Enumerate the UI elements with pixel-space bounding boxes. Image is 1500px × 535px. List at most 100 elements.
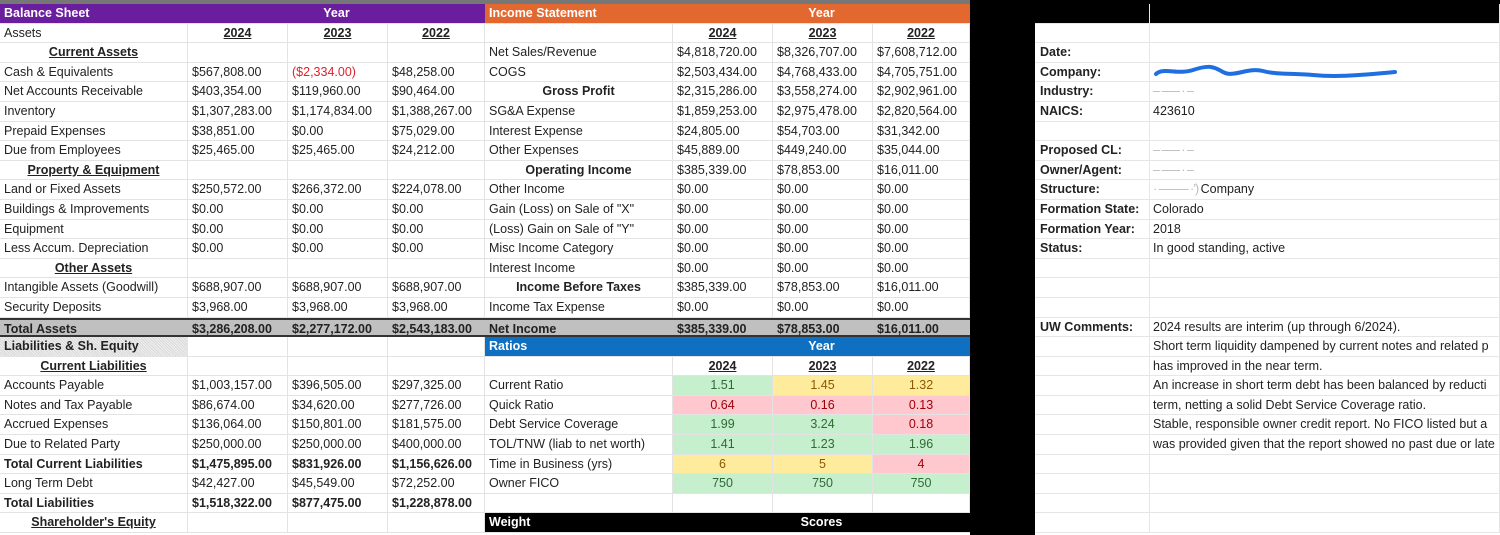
info-value[interactable] [1150, 474, 1500, 493]
cell-value[interactable]: $250,572.00 [188, 180, 288, 199]
cell-value[interactable]: $2,975,478.00 [773, 101, 873, 121]
cell-value[interactable]: $396,505.00 [288, 376, 388, 395]
cell-value[interactable]: $45,889.00 [673, 141, 773, 160]
cell-value[interactable] [288, 43, 388, 62]
cell-value[interactable]: $181,575.00 [388, 415, 485, 435]
cell-value[interactable]: $385,339.00 [673, 278, 773, 297]
cell-value[interactable]: $78,853.00 [773, 319, 873, 336]
cell-value[interactable]: $3,558,274.00 [773, 82, 873, 101]
cell-value[interactable]: $297,325.00 [388, 376, 485, 395]
section-title[interactable]: Income Statement [489, 6, 597, 20]
cell-value[interactable]: $16,011.00 [873, 319, 970, 336]
cell-value[interactable]: $3,968.00 [388, 297, 485, 317]
cell-value[interactable]: $25,465.00 [188, 141, 288, 160]
cell-value[interactable] [388, 258, 485, 278]
ratio-value[interactable]: 750 [673, 474, 773, 493]
cell-value[interactable]: $0.00 [873, 297, 970, 317]
cell-value[interactable]: $1,859,253.00 [673, 101, 773, 121]
ratio-value[interactable]: 750 [773, 474, 873, 493]
info-value[interactable] [1150, 513, 1500, 533]
cell-value[interactable]: $78,853.00 [773, 278, 873, 297]
cell-value[interactable] [388, 356, 485, 376]
cell-value[interactable]: $1,228,878.00 [388, 493, 485, 513]
ratio-value[interactable]: 0.16 [773, 395, 873, 415]
cell-value[interactable]: $72,252.00 [388, 474, 485, 493]
cell-value[interactable]: $0.00 [673, 239, 773, 258]
cell-value[interactable]: $3,968.00 [288, 297, 388, 317]
cell-value[interactable]: $119,960.00 [288, 82, 388, 101]
cell-value[interactable]: $0.00 [773, 219, 873, 239]
cell-value[interactable]: $0.00 [773, 199, 873, 219]
ratio-value[interactable]: 5 [773, 454, 873, 474]
cell-value[interactable]: $0.00 [873, 199, 970, 219]
cell-value[interactable]: $1,388,267.00 [388, 101, 485, 121]
cell-value[interactable]: $3,968.00 [188, 297, 288, 317]
info-value[interactable]: · —–— ·’) Company [1150, 180, 1500, 199]
cell-value[interactable] [388, 513, 485, 533]
cell-value[interactable]: $0.00 [773, 297, 873, 317]
ratio-value[interactable]: 3.24 [773, 415, 873, 435]
cell-value[interactable]: $42,427.00 [188, 474, 288, 493]
cell-value[interactable] [188, 337, 288, 356]
cell-value[interactable]: $75,029.00 [388, 121, 485, 141]
cell-value[interactable]: $877,475.00 [288, 493, 388, 513]
cell-value[interactable]: $0.00 [288, 239, 388, 258]
cell-value[interactable]: $0.00 [673, 219, 773, 239]
cell-value[interactable]: $0.00 [773, 258, 873, 278]
cell-value[interactable]: $78,853.00 [773, 160, 873, 180]
info-value[interactable]: ‒ –— · ‒ [1150, 82, 1500, 101]
cell-value[interactable] [288, 258, 388, 278]
info-value[interactable]: 2018 [1150, 219, 1500, 239]
info-value[interactable] [1150, 121, 1500, 141]
info-value[interactable] [1150, 43, 1500, 62]
ratio-value[interactable]: 750 [873, 474, 970, 493]
cell-value[interactable]: $1,307,283.00 [188, 101, 288, 121]
info-value[interactable]: 423610 [1150, 101, 1500, 121]
cell-value[interactable]: 2022 [873, 23, 970, 43]
ratio-value[interactable]: 6 [673, 454, 773, 474]
empty-cell[interactable] [873, 493, 970, 513]
info-value[interactable]: 2024 results are interim (up through 6/2… [1150, 317, 1500, 337]
ratio-value[interactable]: 1.51 [673, 376, 773, 395]
cell-value[interactable]: $0.00 [673, 258, 773, 278]
ratio-value[interactable]: 0.18 [873, 415, 970, 435]
cell-value[interactable]: 2023 [288, 23, 388, 43]
ratio-value[interactable]: 1.99 [673, 415, 773, 435]
cell-value[interactable]: $1,003,157.00 [188, 376, 288, 395]
cell-value[interactable]: $449,240.00 [773, 141, 873, 160]
info-value[interactable] [1150, 258, 1500, 278]
cell-value[interactable]: $150,801.00 [288, 415, 388, 435]
info-value[interactable] [1150, 454, 1500, 474]
cell-value[interactable]: $35,044.00 [873, 141, 970, 160]
cell-value[interactable]: $0.00 [388, 239, 485, 258]
cell-value[interactable] [188, 356, 288, 376]
cell-value[interactable] [388, 160, 485, 180]
cell-value[interactable]: $688,907.00 [188, 278, 288, 297]
cell-value[interactable]: $0.00 [288, 219, 388, 239]
cell-value[interactable]: $136,064.00 [188, 415, 288, 435]
cell-value[interactable]: $1,518,322.00 [188, 493, 288, 513]
cell-value[interactable]: $2,820,564.00 [873, 101, 970, 121]
empty-cell[interactable] [485, 493, 673, 513]
cell-value[interactable]: $224,078.00 [388, 180, 485, 199]
cell-value[interactable]: $0.00 [873, 180, 970, 199]
cell-value[interactable] [288, 356, 388, 376]
cell-value[interactable]: $0.00 [773, 180, 873, 199]
ratio-value[interactable]: 1.41 [673, 435, 773, 454]
redacted-company-scribble[interactable] [1150, 62, 1500, 82]
cell-value[interactable]: $831,926.00 [288, 454, 388, 474]
ratio-value[interactable]: 4 [873, 454, 970, 474]
cell-value[interactable]: 2023 [773, 23, 873, 43]
cell-value[interactable]: $567,808.00 [188, 62, 288, 82]
info-value[interactable]: Stable, responsible owner credit report.… [1150, 415, 1500, 435]
cell-value[interactable]: $86,674.00 [188, 395, 288, 415]
info-value[interactable]: ‒ –— · ‒ [1150, 141, 1500, 160]
cell-value[interactable]: $0.00 [188, 239, 288, 258]
cell-value[interactable]: $16,011.00 [873, 278, 970, 297]
section-title[interactable]: Ratios [489, 339, 528, 354]
cell-value[interactable]: $0.00 [873, 239, 970, 258]
cell-value[interactable]: $4,818,720.00 [673, 43, 773, 62]
cell-value[interactable]: $250,000.00 [288, 435, 388, 454]
cell-value[interactable]: $0.00 [773, 239, 873, 258]
cell-value[interactable]: $54,703.00 [773, 121, 873, 141]
